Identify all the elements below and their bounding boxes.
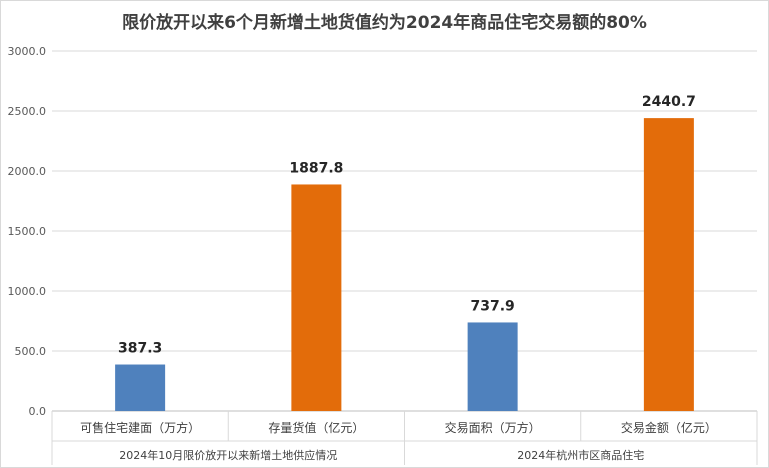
- bar: [467, 322, 518, 411]
- bar: [643, 118, 694, 411]
- y-tick-label: 0.0: [29, 405, 47, 418]
- y-tick-label: 2500.0: [8, 105, 47, 118]
- bar: [115, 364, 166, 411]
- data-label: 1887.8: [289, 160, 343, 176]
- chart-title: 限价放开以来6个月新增土地货值约为2024年商品住宅交易额的80%: [122, 13, 647, 33]
- bar: [291, 184, 342, 411]
- x-tick-label: 存量货值（亿元）: [268, 420, 364, 435]
- group-label: 2024年10月限价放开以来新增土地供应情况: [119, 448, 337, 462]
- x-tick-label: 可售住宅建面（万方）: [80, 420, 200, 435]
- y-tick-label: 500.0: [15, 345, 47, 358]
- data-label: 737.9: [470, 298, 514, 314]
- y-tick-label: 3000.0: [8, 45, 47, 58]
- data-label: 387.3: [118, 341, 162, 357]
- data-label: 2440.7: [642, 94, 696, 110]
- y-tick-label: 2000.0: [8, 165, 47, 178]
- x-tick-label: 交易面积（万方）: [445, 420, 541, 435]
- group-label: 2024年杭州市区商品住宅: [517, 448, 644, 462]
- y-tick-label: 1500.0: [8, 225, 47, 238]
- x-tick-label: 交易金额（亿元）: [621, 420, 717, 435]
- y-tick-label: 1000.0: [8, 285, 47, 298]
